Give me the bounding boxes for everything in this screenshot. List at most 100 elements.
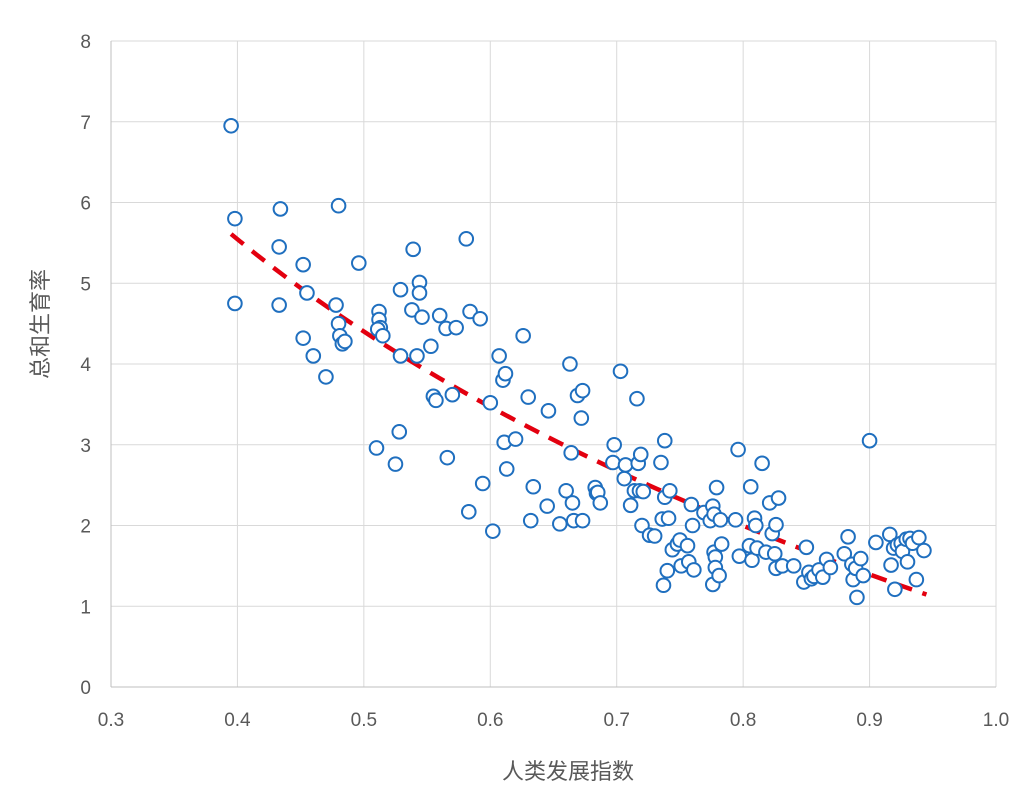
data-point — [683, 496, 700, 513]
data-point — [392, 281, 409, 298]
data-point — [712, 512, 729, 528]
data-point — [617, 457, 634, 473]
data-point — [713, 536, 730, 552]
data-point — [458, 231, 475, 247]
data-point — [882, 526, 898, 543]
data-point — [770, 490, 787, 506]
data-point — [444, 386, 461, 403]
y-tick-label: 3 — [80, 436, 91, 457]
data-point — [522, 512, 539, 529]
tick-labels: 0 1 2 3 4 5 6 7 8 0.3 0.4 0.5 0.6 0.7 0.8 0.9 1.0 — [80, 32, 1009, 731]
data-point — [423, 338, 439, 355]
x-tick-label: 0.4 — [224, 710, 251, 731]
data-point — [405, 241, 421, 258]
x-tick-label: 0.9 — [856, 710, 882, 731]
data-point — [629, 390, 645, 407]
data-point — [491, 348, 507, 364]
data-point — [439, 449, 456, 466]
data-point — [295, 330, 311, 346]
data-point — [622, 497, 639, 514]
data-point — [368, 440, 385, 456]
data-point — [271, 239, 287, 255]
data-point — [684, 517, 701, 534]
data-point — [574, 382, 591, 399]
data-point — [515, 327, 531, 344]
y-tick-label: 7 — [80, 113, 91, 134]
data-point — [592, 495, 609, 511]
data-point — [868, 534, 884, 551]
x-axis-title: 人类发展指数 — [502, 760, 634, 785]
data-point — [653, 454, 669, 471]
y-axis-title: 总和生育率 — [29, 269, 54, 379]
x-tick-label: 0.8 — [730, 710, 756, 731]
data-point — [507, 431, 524, 447]
data-point — [606, 436, 622, 453]
data-point — [272, 201, 289, 217]
data-point — [887, 581, 903, 598]
data-point — [660, 510, 677, 527]
data-point — [849, 589, 865, 606]
data-point — [472, 310, 488, 327]
data-point — [482, 394, 499, 411]
data-point — [525, 478, 542, 495]
data-point — [798, 539, 815, 556]
data-point — [460, 503, 477, 520]
data-point — [448, 319, 464, 336]
data-point — [564, 495, 581, 511]
data-point — [730, 441, 746, 458]
data-point — [474, 475, 491, 492]
data-point — [662, 482, 678, 499]
data-point — [822, 559, 839, 576]
y-tick-label: 6 — [80, 194, 91, 215]
data-point — [562, 356, 578, 372]
data-point — [766, 545, 783, 562]
data-point — [605, 454, 621, 471]
data-point — [747, 517, 764, 534]
data-point — [883, 557, 899, 573]
x-tick-label: 0.6 — [477, 710, 503, 731]
y-tick-label: 4 — [80, 355, 91, 376]
data-point — [573, 410, 590, 426]
data-point — [552, 516, 568, 532]
x-tick-label: 0.7 — [604, 710, 630, 731]
data-point — [540, 403, 557, 419]
data-point — [632, 446, 649, 463]
data-point — [785, 558, 802, 574]
data-point — [646, 528, 663, 544]
data-point — [612, 363, 629, 380]
data-point — [754, 455, 770, 472]
data-point — [299, 285, 315, 301]
data-point — [840, 529, 856, 545]
x-tick-label: 0.3 — [98, 710, 124, 731]
data-point — [731, 548, 748, 564]
x-tick-label: 0.5 — [351, 710, 377, 731]
data-point — [520, 389, 537, 405]
data-point — [836, 545, 853, 562]
data-point — [328, 297, 344, 313]
data-point — [908, 571, 925, 588]
data-point — [711, 567, 727, 584]
data-point — [899, 554, 916, 570]
data-point — [855, 567, 872, 584]
data-point — [318, 369, 334, 385]
data-point — [337, 333, 353, 350]
data-point — [271, 297, 287, 313]
y-tick-label: 1 — [80, 597, 91, 618]
data-point — [742, 478, 759, 495]
axes — [110, 41, 996, 688]
data-point — [861, 432, 878, 449]
data-point — [431, 307, 448, 324]
data-point — [574, 512, 591, 529]
data-point — [391, 424, 408, 440]
data-point — [351, 255, 367, 271]
data-point — [558, 482, 574, 499]
data-point — [539, 498, 555, 514]
data-point — [227, 295, 243, 312]
data-point — [563, 445, 580, 461]
x-tick-label: 1.0 — [983, 710, 1009, 731]
data-point — [305, 348, 322, 364]
data-point — [295, 256, 311, 273]
data-point — [498, 461, 515, 477]
data-point — [768, 516, 784, 533]
